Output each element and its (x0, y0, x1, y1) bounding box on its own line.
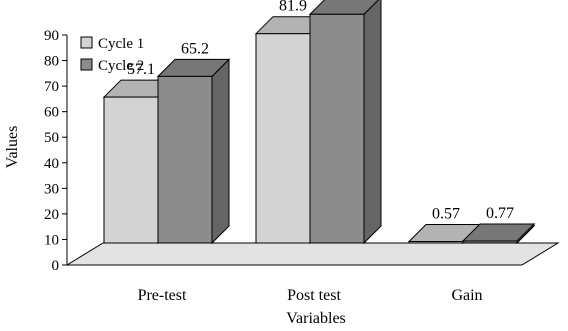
legend-item: Cycle 2 (80, 58, 144, 74)
y-tick-label: 50 (44, 130, 59, 146)
bar-front-face (255, 33, 311, 244)
legend-swatch (80, 58, 93, 71)
chart-floor (65, 242, 560, 266)
y-axis-title: Values (4, 126, 21, 169)
chart-bars (102, 0, 536, 245)
legend-swatch (80, 36, 93, 49)
bar-front-face (103, 96, 159, 244)
bar-side-face (363, 0, 382, 245)
bar (308, 0, 382, 245)
floor-plane (65, 242, 560, 266)
y-tick-label: 30 (44, 181, 59, 197)
x-tick-label: Gain (451, 287, 482, 304)
y-tick-label: 60 (44, 105, 59, 121)
data-label: 0.77 (486, 205, 514, 222)
bar-front-face (309, 13, 365, 244)
y-tick-label: 10 (44, 232, 59, 248)
x-tick-label: Pre-test (138, 287, 187, 304)
data-label: 0.57 (432, 206, 460, 223)
x-axis-title: Variables (286, 310, 346, 327)
y-tick-label: 20 (44, 207, 59, 223)
data-label: 65.2 (181, 40, 209, 57)
bar-front-face (462, 240, 518, 244)
y-tick-label: 70 (44, 79, 59, 95)
legend-item: Cycle 1 (80, 36, 144, 52)
y-tick-label: 40 (44, 156, 59, 172)
chart-legend: Cycle 1 Cycle 2 (80, 36, 144, 74)
bar-front-face (408, 241, 464, 244)
y-tick-label: 90 (44, 28, 59, 44)
legend-label: Cycle 1 (98, 36, 144, 52)
y-tick-label: 0 (52, 258, 60, 274)
bar (156, 58, 231, 245)
data-label: 81.9 (279, 0, 307, 15)
bar-side-face (211, 58, 230, 245)
x-tick-label: Post test (287, 287, 341, 304)
y-tick-label: 80 (44, 54, 59, 70)
legend-label: Cycle 2 (98, 58, 144, 74)
data-label: 57.1 (127, 61, 155, 78)
bar-front-face (157, 75, 213, 244)
bar (461, 222, 536, 245)
chart-axes: 0 10 20 30 40 50 60 70 80 90 Pre-test Post test Gain (44, 28, 483, 304)
chart-data-labels: 57.165.281.989.50.570.77 (127, 0, 514, 223)
